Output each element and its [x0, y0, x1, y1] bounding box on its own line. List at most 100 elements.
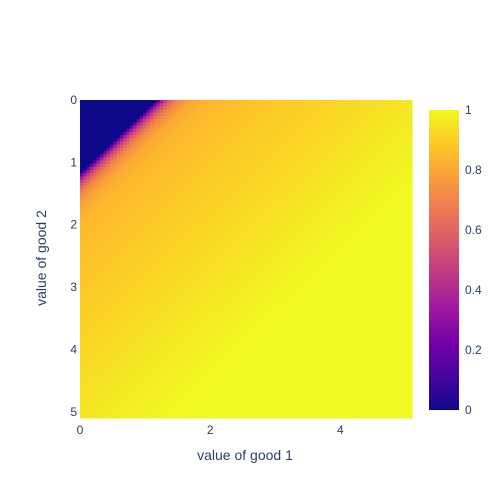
heatmap-cell	[129, 217, 134, 222]
heatmap-cell	[109, 109, 114, 114]
heatmap-cell	[355, 100, 360, 104]
heatmap-cell	[309, 131, 313, 136]
heatmap-cell	[129, 201, 134, 206]
heatmap-cell	[169, 122, 174, 126]
heatmap-cell	[259, 144, 264, 149]
heatmap-cell	[182, 169, 187, 174]
heatmap-cell	[309, 214, 313, 219]
heatmap-cell	[93, 112, 98, 117]
heatmap-cell	[319, 246, 323, 250]
heatmap-cell	[176, 112, 181, 117]
heatmap-cell	[186, 239, 191, 244]
heatmap-cell	[302, 192, 307, 196]
heatmap-cell	[355, 208, 360, 212]
heatmap-cell	[186, 217, 191, 222]
heatmap-cell	[405, 204, 410, 209]
heatmap-cell	[106, 173, 111, 177]
heatmap-cell	[398, 189, 403, 193]
heatmap-cell	[176, 208, 181, 212]
heatmap-cell	[216, 230, 220, 235]
heatmap-cell	[259, 255, 264, 260]
heatmap-cell	[395, 249, 400, 254]
heatmap-cell	[109, 119, 114, 123]
heatmap-cell	[358, 211, 363, 215]
heatmap-cell	[136, 106, 141, 111]
heatmap-cell	[392, 147, 396, 152]
heatmap-cell	[242, 220, 247, 225]
heatmap-cell	[246, 100, 250, 104]
heatmap-cell	[362, 230, 367, 235]
heatmap-cell	[186, 109, 191, 114]
heatmap-cell	[378, 157, 383, 161]
heatmap-cell	[392, 166, 396, 171]
heatmap-cell	[133, 134, 137, 139]
heatmap-cell	[262, 255, 267, 260]
heatmap-cell	[265, 119, 270, 123]
heatmap-cell	[232, 217, 237, 222]
heatmap-cell	[232, 166, 237, 171]
heatmap-cell	[133, 176, 137, 180]
heatmap-cell	[358, 173, 363, 177]
heatmap-cell	[93, 255, 98, 260]
heatmap-cell	[119, 185, 124, 190]
heatmap-cell	[345, 246, 350, 250]
heatmap-cell	[143, 106, 147, 111]
heatmap-cell	[395, 106, 400, 111]
heatmap-cell	[216, 138, 220, 142]
heatmap-cell	[289, 112, 293, 117]
heatmap-cell	[375, 252, 380, 257]
heatmap-cell	[305, 166, 310, 171]
heatmap-cell	[368, 233, 373, 238]
heatmap-cell	[398, 239, 403, 244]
heatmap-cell	[375, 243, 380, 247]
heatmap-cell	[392, 131, 396, 136]
heatmap-cell	[345, 169, 350, 174]
heatmap-cell	[202, 150, 207, 155]
heatmap-cell	[329, 169, 333, 174]
heatmap-cell	[375, 109, 380, 114]
heatmap-cell	[133, 204, 137, 209]
heatmap-cell	[325, 198, 330, 203]
heatmap-cell	[143, 157, 147, 161]
heatmap-cell	[116, 189, 121, 193]
heatmap-cell	[80, 227, 84, 231]
heatmap-cell	[408, 154, 413, 158]
heatmap-cell	[365, 160, 370, 165]
heatmap-cell	[159, 189, 164, 193]
heatmap-cell	[345, 249, 350, 254]
heatmap-cell	[123, 176, 127, 180]
heatmap-cell	[272, 249, 277, 254]
heatmap-cell	[149, 243, 154, 247]
heatmap-cell	[372, 134, 376, 139]
heatmap-cell	[186, 224, 191, 228]
heatmap-cell	[395, 125, 400, 130]
heatmap-cell	[269, 109, 274, 114]
heatmap-cell	[322, 157, 327, 161]
heatmap-cell	[146, 141, 151, 146]
heatmap-cell	[136, 112, 141, 117]
heatmap-cell	[378, 109, 383, 114]
heatmap-cell	[93, 169, 98, 174]
heatmap-cell	[259, 214, 264, 219]
heatmap-cell	[209, 134, 214, 139]
heatmap-cell	[262, 182, 267, 187]
heatmap-cell	[342, 239, 347, 244]
heatmap-cell	[262, 208, 267, 212]
heatmap-cell	[388, 128, 393, 133]
heatmap-cell	[229, 176, 234, 180]
heatmap-cell	[309, 217, 313, 222]
heatmap-cell	[398, 160, 403, 165]
heatmap-cell	[80, 103, 84, 107]
heatmap-cell	[206, 100, 210, 104]
heatmap-cell	[163, 150, 167, 155]
heatmap-cell	[262, 115, 267, 120]
heatmap-cell	[265, 211, 270, 215]
heatmap-cell	[325, 204, 330, 209]
heatmap-cell	[163, 138, 167, 142]
heatmap-cell	[335, 201, 340, 206]
heatmap-cell	[212, 141, 217, 146]
heatmap-cell	[186, 115, 191, 120]
heatmap-cell	[176, 173, 181, 177]
heatmap-cell	[159, 201, 164, 206]
heatmap-cell	[116, 204, 121, 209]
